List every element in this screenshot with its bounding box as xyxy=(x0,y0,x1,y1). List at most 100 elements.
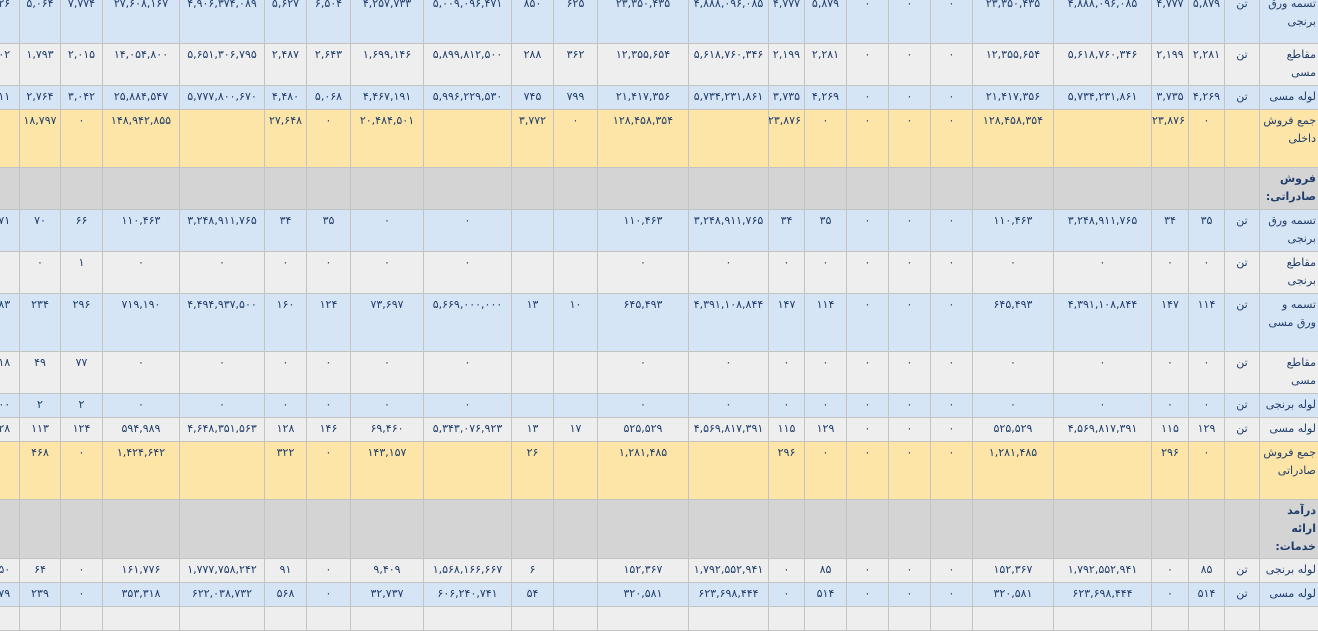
table-cell xyxy=(554,607,598,631)
table-cell: ۴,۴۹۴,۹۳۷,۵۰۰ xyxy=(180,294,265,352)
table-cell: ۸,۵۷۱ xyxy=(0,210,20,252)
row-label: جمع فروش داخلی xyxy=(1260,110,1318,168)
table-cell: ۲۱,۴۱۷,۳۵۶ xyxy=(973,86,1054,110)
table-cell xyxy=(973,500,1054,559)
table-cell: ۰ xyxy=(1189,252,1225,294)
table-cell: ۰ xyxy=(847,210,889,252)
table-cell: ۳۵۳,۳۱۸ xyxy=(103,583,180,607)
table-cell: ۰ xyxy=(424,352,512,394)
table-cell: ۴,۵۲۶ xyxy=(0,0,20,44)
table-cell: ۵,۶۱۸,۷۶۰,۳۴۶ xyxy=(1054,44,1152,86)
table-cell: ۵,۰۶۴ xyxy=(20,0,61,44)
table-cell: ۳,۲۴۸,۹۱۱,۷۶۵ xyxy=(180,210,265,252)
table-cell: ۳,۷۳۵ xyxy=(1152,86,1189,110)
table-cell xyxy=(889,500,931,559)
table-cell: ۱,۶۹۹,۱۴۶ xyxy=(351,44,424,86)
table-cell: ۳۲۲ xyxy=(265,442,307,500)
table-cell: ۰ xyxy=(351,210,424,252)
table-cell: ۱۰ xyxy=(554,294,598,352)
table-cell xyxy=(847,500,889,559)
table-cell: ۰ xyxy=(103,394,180,418)
table-cell: ۱۱۰,۴۶۳ xyxy=(973,210,1054,252)
table-cell: ۰ xyxy=(1152,583,1189,607)
unit-cell: تن xyxy=(1225,418,1260,442)
table-cell: ۱,۷۷۷,۷۵۸,۲۴۲ xyxy=(180,559,265,583)
table-cell: ۲,۱۹۹ xyxy=(1152,44,1189,86)
table-cell: ۱۴۷ xyxy=(1152,294,1189,352)
table-cell xyxy=(61,500,103,559)
row-label: مقاطع مسی xyxy=(1260,352,1318,394)
table-cell: ۱۷ xyxy=(554,418,598,442)
table-cell xyxy=(598,607,689,631)
table-cell xyxy=(554,394,598,418)
table-cell: ۰ xyxy=(805,352,847,394)
table-cell xyxy=(265,500,307,559)
row-label: لوله مسی xyxy=(1260,86,1318,110)
table-cell xyxy=(20,607,61,631)
table-cell: ۰ xyxy=(889,252,931,294)
table-cell: ۰ xyxy=(805,442,847,500)
table-cell: ۰ xyxy=(769,394,805,418)
table-cell: ۴,۸۸۸,۰۹۶,۰۸۵ xyxy=(1054,0,1152,44)
table-cell: ۵۹۴,۹۸۹ xyxy=(103,418,180,442)
table-cell xyxy=(351,607,424,631)
table-cell xyxy=(265,607,307,631)
row-label: مقاطع مسی xyxy=(1260,44,1318,86)
table-cell: ۰ xyxy=(847,110,889,168)
table-cell: ۲۳۹ xyxy=(20,583,61,607)
table-cell: ۳۴ xyxy=(769,210,805,252)
table-cell xyxy=(689,607,769,631)
table-cell: ۱۲۸,۴۵۸,۳۵۴ xyxy=(598,110,689,168)
table-cell: ۰ xyxy=(424,394,512,418)
table-cell: ۰ xyxy=(307,559,351,583)
table-cell: ۰ xyxy=(180,394,265,418)
table-cell: ۲۳,۳۵۰,۴۳۵ xyxy=(973,0,1054,44)
table-cell: ۰ xyxy=(1189,394,1225,418)
table-cell: ۱۴۶ xyxy=(307,418,351,442)
row-label: لوله مسی xyxy=(1260,418,1318,442)
unit-cell: تن xyxy=(1225,252,1260,294)
table-cell: ۲۳,۸۷۶ xyxy=(1152,110,1189,168)
table-cell: ۵۲۵,۵۲۹ xyxy=(598,418,689,442)
table-cell: ۱۴۳,۱۵۷ xyxy=(351,442,424,500)
table-cell: ۵,۷۷۷,۸۰۰,۶۷۰ xyxy=(180,86,265,110)
table-cell: ۵,۶۶۹,۰۰۰,۰۰۰ xyxy=(424,294,512,352)
table-cell: ۵۶۸ xyxy=(265,583,307,607)
table-cell: ۱,۷۹۲,۵۵۲,۹۴۱ xyxy=(689,559,769,583)
table-cell: ۲۶ xyxy=(512,442,554,500)
table-cell: ۵۱۴ xyxy=(805,583,847,607)
table-cell: ۰ xyxy=(931,294,973,352)
table-cell: ۶۲۲,۰۳۸,۷۳۲ xyxy=(180,583,265,607)
table-cell: ۷,۷۷۴ xyxy=(61,0,103,44)
table-cell: ۰ xyxy=(1054,394,1152,418)
table-cell: ۰ xyxy=(424,252,512,294)
unit-cell xyxy=(1225,110,1260,168)
table-cell xyxy=(180,607,265,631)
table-cell xyxy=(307,607,351,631)
table-cell: ۰ xyxy=(889,394,931,418)
table-cell: ۵۲۵,۵۲۹ xyxy=(973,418,1054,442)
table-cell: ۳۲۰,۵۸۱ xyxy=(973,583,1054,607)
table-cell: ۱,۲۸۱,۴۸۵ xyxy=(598,442,689,500)
table-cell: ۰ xyxy=(931,394,973,418)
table-cell xyxy=(307,500,351,559)
table-cell: ۱۲,۳۵۵,۶۵۴ xyxy=(598,44,689,86)
table-cell: ۵,۰۶۸ xyxy=(307,86,351,110)
table-cell: ۹,۴۰۹ xyxy=(351,559,424,583)
table-cell: ۰ xyxy=(1152,394,1189,418)
table-cell xyxy=(689,110,769,168)
table-cell: ۰ xyxy=(265,394,307,418)
row-label: فروش صادراتی: xyxy=(1260,168,1318,210)
table-cell xyxy=(689,500,769,559)
table-cell: ۲,۴۸۷ xyxy=(265,44,307,86)
table-cell xyxy=(847,168,889,210)
table-cell: ۲۳,۳۵۰,۴۳۵ xyxy=(598,0,689,44)
table-cell: ۰ xyxy=(103,252,180,294)
table-cell: ۷۹۹ xyxy=(554,86,598,110)
table-cell: ۴,۹۰۶,۳۷۴,۰۸۹ xyxy=(180,0,265,44)
table-cell xyxy=(424,500,512,559)
